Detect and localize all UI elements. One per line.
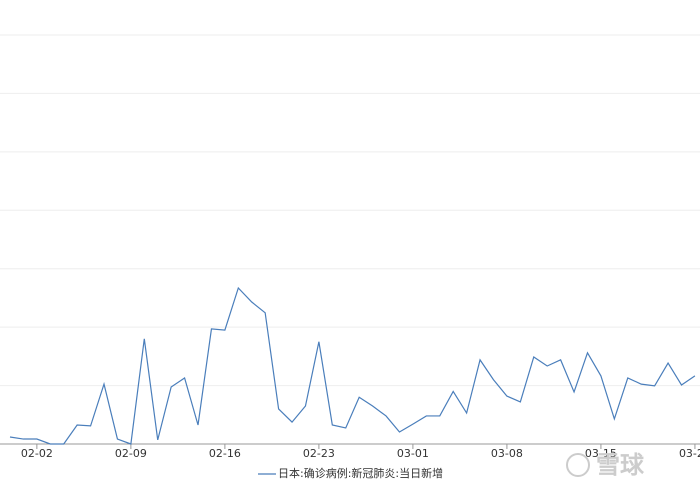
x-tick-label: 02-16 — [209, 447, 241, 460]
x-tick-label: 02-02 — [21, 447, 53, 460]
x-tick-label: 03-15 — [585, 447, 617, 460]
legend-label: 日本:确诊病例:新冠肺炎:当日新增 — [278, 466, 443, 480]
x-tick-label: 03-22 — [679, 447, 700, 460]
x-tick-label: 02-09 — [115, 447, 147, 460]
watermark-icon — [566, 453, 590, 477]
series-line — [9, 286, 696, 445]
x-tick-label: 03-01 — [397, 447, 429, 460]
watermark: 雪球 — [596, 451, 645, 479]
x-tick-label: 02-23 — [303, 447, 335, 460]
x-tick-label: 03-08 — [491, 447, 523, 460]
